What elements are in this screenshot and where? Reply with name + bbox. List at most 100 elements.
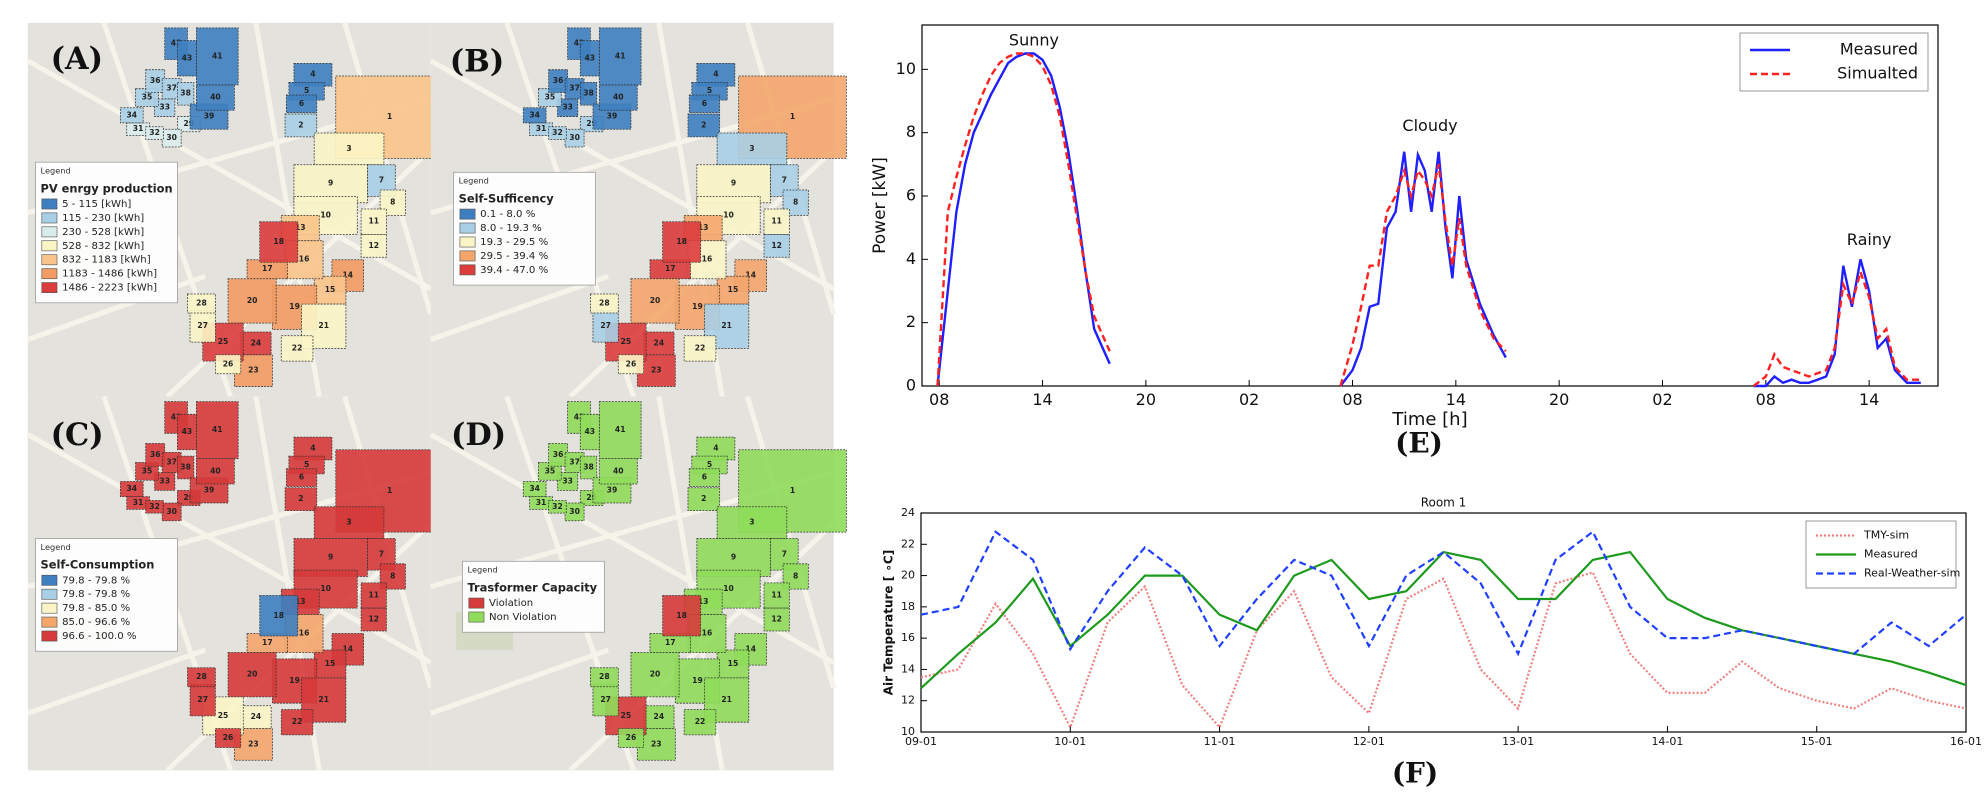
y-tick-label: 10: [896, 59, 916, 78]
parcel-label: 5: [707, 86, 712, 95]
parcel-label: 43: [584, 427, 595, 436]
x-tick-label: 12-01: [1353, 735, 1385, 748]
legend-item: 1183 - 1486 [kWh]: [62, 269, 157, 280]
parcel-label: 32: [552, 128, 563, 137]
parcel-label: 16: [299, 255, 310, 264]
annotation: Cloudy: [1402, 116, 1457, 135]
parcel-label: 7: [379, 176, 384, 185]
parcel-label: 25: [621, 337, 632, 346]
legend-swatch: [42, 617, 57, 627]
parcel-label: 2: [298, 120, 303, 129]
parcel-label: 30: [569, 133, 580, 142]
parcel-label: 37: [569, 84, 580, 93]
x-tick-label: 02: [1652, 390, 1672, 409]
legend-swatch: [42, 589, 57, 599]
x-tick-label: 13-01: [1502, 735, 1534, 748]
parcel-label: 17: [665, 638, 676, 647]
legend-item: 528 - 832 [kWh]: [62, 241, 144, 252]
parcel-label: 20: [247, 296, 258, 305]
parcel-label: 41: [212, 51, 223, 60]
parcel-label: 19: [692, 676, 703, 685]
parcel-label: 19: [692, 302, 703, 311]
parcel-label: 24: [251, 338, 262, 347]
parcel-label: 36: [553, 76, 564, 85]
parcel-label: 4: [310, 70, 315, 79]
parcel-label: 12: [368, 241, 379, 250]
y-tick-label: 22: [901, 537, 915, 550]
map-panel: 1234567891011121314151617181920212223242…: [28, 397, 444, 771]
parcel-label: 11: [368, 590, 379, 599]
parcel-label: 33: [562, 476, 573, 485]
parcel-label: 10: [723, 584, 734, 593]
legend-item: 29.5 - 39.4 %: [480, 251, 548, 262]
parcel-label: 27: [197, 695, 208, 704]
parcel-label: 35: [545, 466, 556, 475]
parcel-label: 34: [126, 110, 137, 119]
parcel-label: 6: [299, 473, 304, 482]
parcel-label: 17: [665, 264, 676, 273]
parcel-label: 1: [387, 486, 392, 495]
parcel-label: 41: [615, 425, 626, 434]
y-tick-label: 16: [901, 631, 915, 644]
x-tick-label: 15-01: [1801, 735, 1833, 748]
parcel-label: 22: [292, 717, 303, 726]
parcel-label: 33: [159, 476, 170, 485]
y-tick-label: 12: [901, 694, 915, 707]
parcel-label: 34: [126, 484, 137, 493]
parcel-label: 31: [536, 498, 547, 507]
x-tick-label: 20: [1549, 390, 1569, 409]
parcel-label: 10: [320, 584, 331, 593]
parcel-label: 12: [368, 615, 379, 624]
parcel-label: 9: [328, 179, 333, 188]
parcel-label: 9: [731, 552, 736, 561]
y-tick-label: 8: [906, 122, 916, 141]
parcel-label: 17: [262, 264, 273, 273]
parcel-label: 16: [702, 255, 713, 264]
parcel-label: 4: [713, 444, 718, 453]
legend-swatch: [42, 255, 57, 265]
legend-swatch: [460, 237, 475, 247]
parcel-label: 36: [553, 450, 564, 459]
legend-item: 115 - 230 [kWh]: [62, 213, 144, 224]
legend-heading: Legend: [41, 166, 71, 176]
parcel-label: 34: [529, 110, 540, 119]
parcel-label: 25: [218, 337, 229, 346]
parcel-label: 23: [248, 366, 259, 375]
legend-item: 79.8 - 79.8 %: [62, 575, 130, 586]
x-tick-label: 20: [1136, 390, 1156, 409]
parcel-label: 9: [328, 552, 333, 561]
legend-item: 5 - 115 [kWh]: [62, 199, 131, 210]
legend-swatch: [469, 598, 484, 608]
parcel-label: 15: [728, 285, 739, 294]
legend-item: 19.3 - 29.5 %: [480, 237, 548, 248]
parcel-label: 2: [701, 494, 706, 503]
legend-item: 832 - 1183 [kWh]: [62, 255, 151, 266]
parcel-label: 26: [626, 733, 637, 742]
parcel-label: 16: [702, 629, 713, 638]
legend-swatch: [42, 227, 57, 237]
legend-title: Trasformer Capacity: [468, 580, 598, 594]
legend-swatch: [469, 612, 484, 622]
parcel-label: 30: [166, 133, 177, 142]
parcel-label: 7: [379, 549, 384, 558]
parcel-label: 27: [600, 695, 611, 704]
legend-label: Simualted: [1837, 64, 1918, 83]
parcel-label: 35: [142, 466, 153, 475]
parcel-label: 12: [771, 615, 782, 624]
parcel-label: 10: [723, 210, 734, 219]
parcel-label: 8: [390, 571, 395, 580]
parcel-label: 24: [654, 712, 665, 721]
parcel-label: 24: [251, 712, 262, 721]
parcel-label: 32: [552, 502, 563, 511]
parcel-label: 23: [651, 739, 662, 748]
annotation: Rainy: [1847, 230, 1892, 249]
parcel-label: 25: [621, 711, 632, 720]
parcel-label: 32: [149, 128, 160, 137]
legend-title: PV enrgy production: [41, 181, 173, 195]
x-tick-label: 16-01: [1950, 735, 1982, 748]
legend-swatch: [42, 213, 57, 223]
parcel-label: 39: [607, 485, 618, 494]
panel-label: (A): [51, 41, 103, 77]
parcel-label: 40: [613, 93, 624, 102]
x-tick-label: 14: [1032, 390, 1052, 409]
